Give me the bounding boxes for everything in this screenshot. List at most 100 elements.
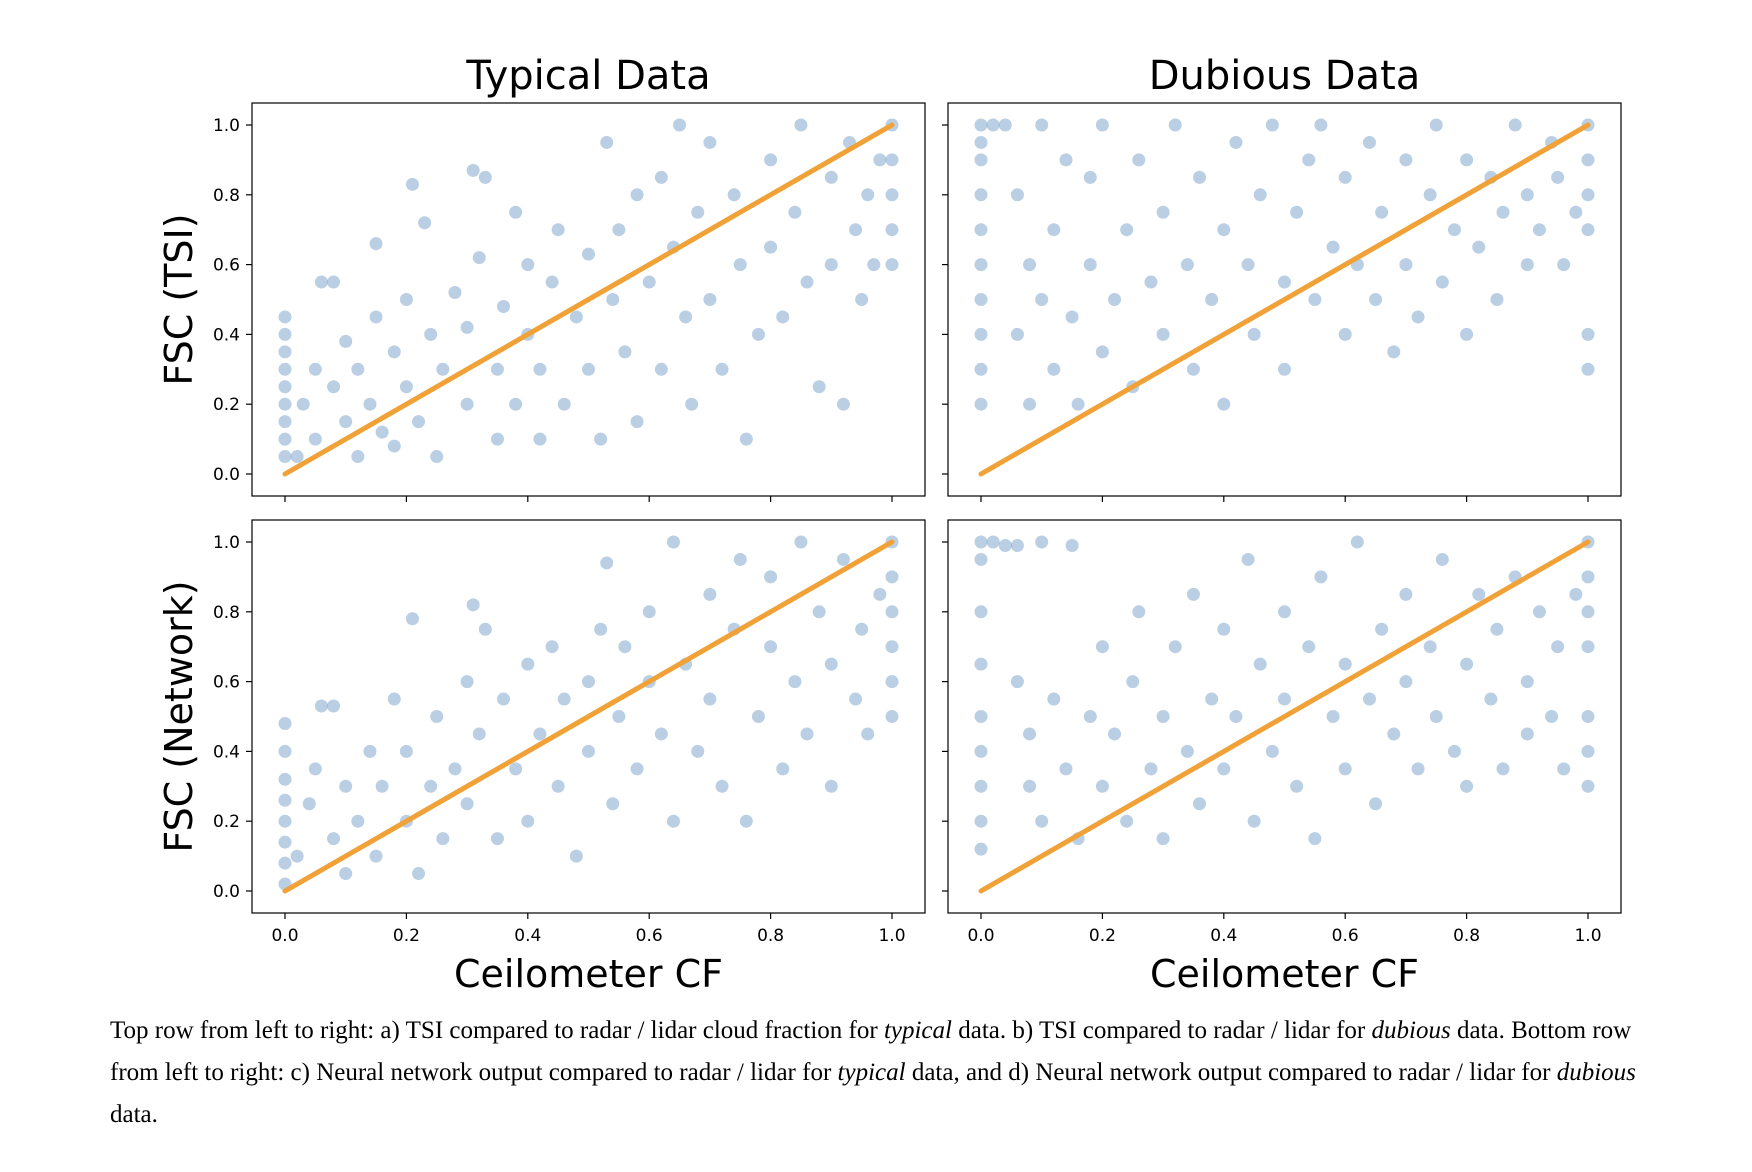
data-point	[1278, 275, 1291, 289]
y-axis-label: FSC (Network)	[157, 580, 201, 852]
data-point	[974, 153, 988, 167]
data-point	[885, 258, 899, 272]
data-point	[600, 135, 614, 149]
data-point	[339, 867, 353, 881]
data-point	[557, 397, 571, 411]
data-point	[363, 397, 377, 411]
data-point	[1059, 762, 1073, 776]
x-tick-label: 0.2	[1089, 926, 1116, 946]
data-point	[1472, 587, 1486, 601]
data-point	[612, 710, 626, 723]
data-point	[278, 397, 292, 411]
data-point	[1186, 587, 1200, 601]
data-point	[569, 849, 583, 863]
data-point	[1581, 223, 1595, 237]
data-point	[430, 450, 444, 464]
data-point	[478, 170, 492, 184]
data-point	[824, 258, 838, 272]
data-point	[387, 692, 401, 706]
data-point	[490, 832, 504, 846]
data-point	[1156, 205, 1170, 219]
data-point	[1241, 552, 1255, 566]
data-point	[1338, 327, 1352, 341]
data-point	[1387, 727, 1401, 741]
data-point	[1265, 118, 1279, 132]
data-point	[1411, 310, 1425, 324]
data-point	[1314, 118, 1328, 132]
data-point	[974, 657, 988, 671]
data-point	[1338, 762, 1352, 776]
scatter-points	[974, 535, 1595, 856]
y-tick-label: 0.2	[213, 395, 240, 415]
data-point	[1581, 605, 1595, 619]
data-point	[1083, 258, 1097, 272]
data-point	[1023, 727, 1037, 741]
data-point	[812, 380, 826, 394]
x-tick-label: 0.6	[1332, 926, 1359, 946]
y-tick-label: 1.0	[213, 116, 240, 136]
data-point	[861, 188, 875, 202]
data-point	[521, 814, 535, 828]
data-point	[974, 814, 988, 828]
data-point	[794, 118, 808, 132]
data-point	[1229, 710, 1243, 723]
x-axis-label: Ceilometer CF	[454, 952, 723, 996]
data-point	[412, 867, 426, 881]
data-point	[1369, 293, 1383, 306]
data-point	[278, 772, 292, 786]
data-point	[448, 762, 462, 776]
data-point	[1253, 188, 1267, 202]
data-point	[824, 779, 838, 793]
x-tick-label: 0.4	[1210, 926, 1237, 946]
data-point	[1253, 657, 1267, 671]
data-point	[606, 293, 620, 306]
data-point	[497, 299, 511, 313]
caption-text-2: data. b) TSI compared to radar / lidar f…	[951, 1017, 1372, 1044]
data-point	[600, 556, 614, 570]
data-point	[1120, 814, 1134, 828]
data-point	[1071, 397, 1085, 411]
caption-text-1: Top row from left to right: a) TSI compa…	[110, 1017, 884, 1044]
data-point	[776, 310, 790, 324]
data-point	[1217, 397, 1231, 411]
data-point	[551, 223, 565, 237]
data-point	[1581, 362, 1595, 376]
data-point	[460, 797, 474, 811]
x-tick-label: 1.0	[878, 926, 905, 946]
data-point	[533, 432, 547, 446]
data-point	[1472, 240, 1486, 254]
data-point	[551, 779, 565, 793]
data-point	[430, 710, 444, 723]
data-point	[1132, 153, 1146, 167]
data-point	[1308, 832, 1322, 846]
caption-text-5: data.	[110, 1101, 158, 1128]
data-point	[1035, 535, 1049, 549]
data-point	[685, 397, 699, 411]
data-point	[974, 605, 988, 619]
data-point	[836, 552, 850, 566]
data-point	[1065, 310, 1079, 324]
data-point	[1180, 258, 1194, 272]
data-point	[1186, 362, 1200, 376]
data-point	[812, 605, 826, 619]
x-tick-label: 1.0	[1574, 926, 1601, 946]
data-point	[691, 744, 705, 758]
data-point	[351, 814, 365, 828]
data-point	[1520, 675, 1534, 689]
data-point	[703, 293, 717, 306]
data-point	[278, 744, 292, 758]
data-point	[1217, 762, 1231, 776]
data-point	[1247, 814, 1261, 828]
data-point	[1083, 170, 1097, 184]
one-to-one-line	[978, 539, 1591, 894]
data-point	[618, 345, 632, 359]
data-point	[1399, 153, 1413, 167]
one-to-one-line	[282, 539, 895, 894]
data-point	[308, 762, 322, 776]
data-point	[1460, 779, 1474, 793]
data-point	[1460, 153, 1474, 167]
data-point	[1095, 779, 1109, 793]
data-point	[509, 205, 523, 219]
data-point	[727, 188, 741, 202]
data-point	[594, 432, 608, 446]
